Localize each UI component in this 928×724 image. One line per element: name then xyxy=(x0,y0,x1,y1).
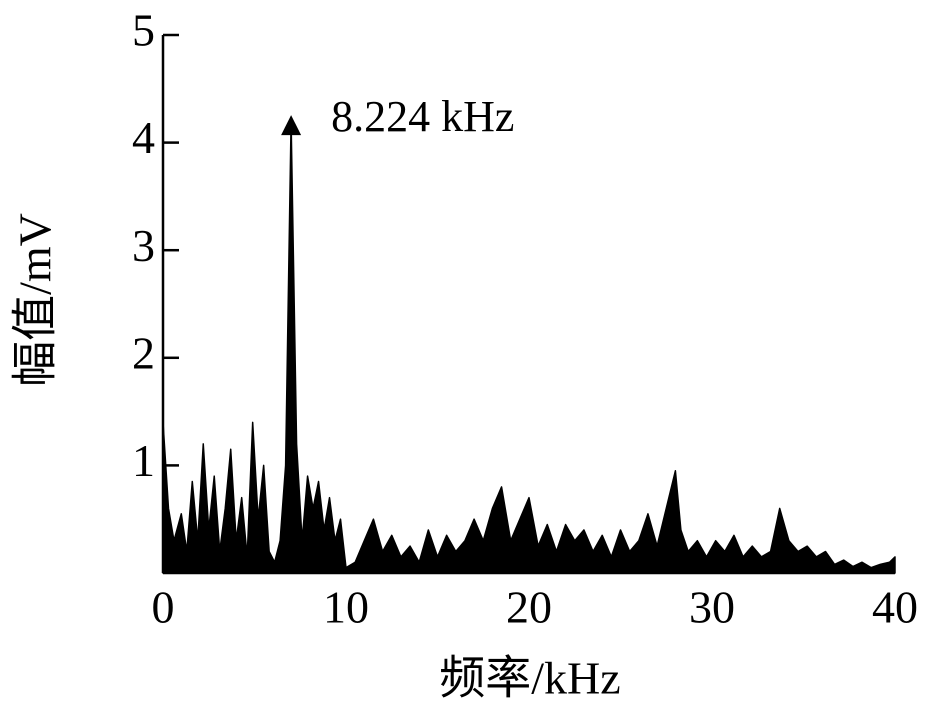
x-tick-label: 0 xyxy=(152,582,175,633)
y-tick-label: 1 xyxy=(132,435,155,486)
x-tick-label: 40 xyxy=(872,582,918,633)
annotation-arrow xyxy=(281,115,302,136)
spectrum-area xyxy=(162,120,896,574)
y-axis-title: 幅值/mV xyxy=(10,213,61,387)
x-tick-label: 10 xyxy=(323,582,369,633)
annotation: 8.224 kHz xyxy=(331,92,514,141)
x-tick-label: 30 xyxy=(689,582,735,633)
y-tick-label: 4 xyxy=(132,112,155,163)
y-tick-label: 5 xyxy=(132,5,155,56)
y-tick-label: 3 xyxy=(132,220,155,271)
x-tick-label: 20 xyxy=(506,582,552,633)
x-axis-title: 频率/kHz xyxy=(439,653,620,704)
y-tick-label: 2 xyxy=(132,327,155,378)
